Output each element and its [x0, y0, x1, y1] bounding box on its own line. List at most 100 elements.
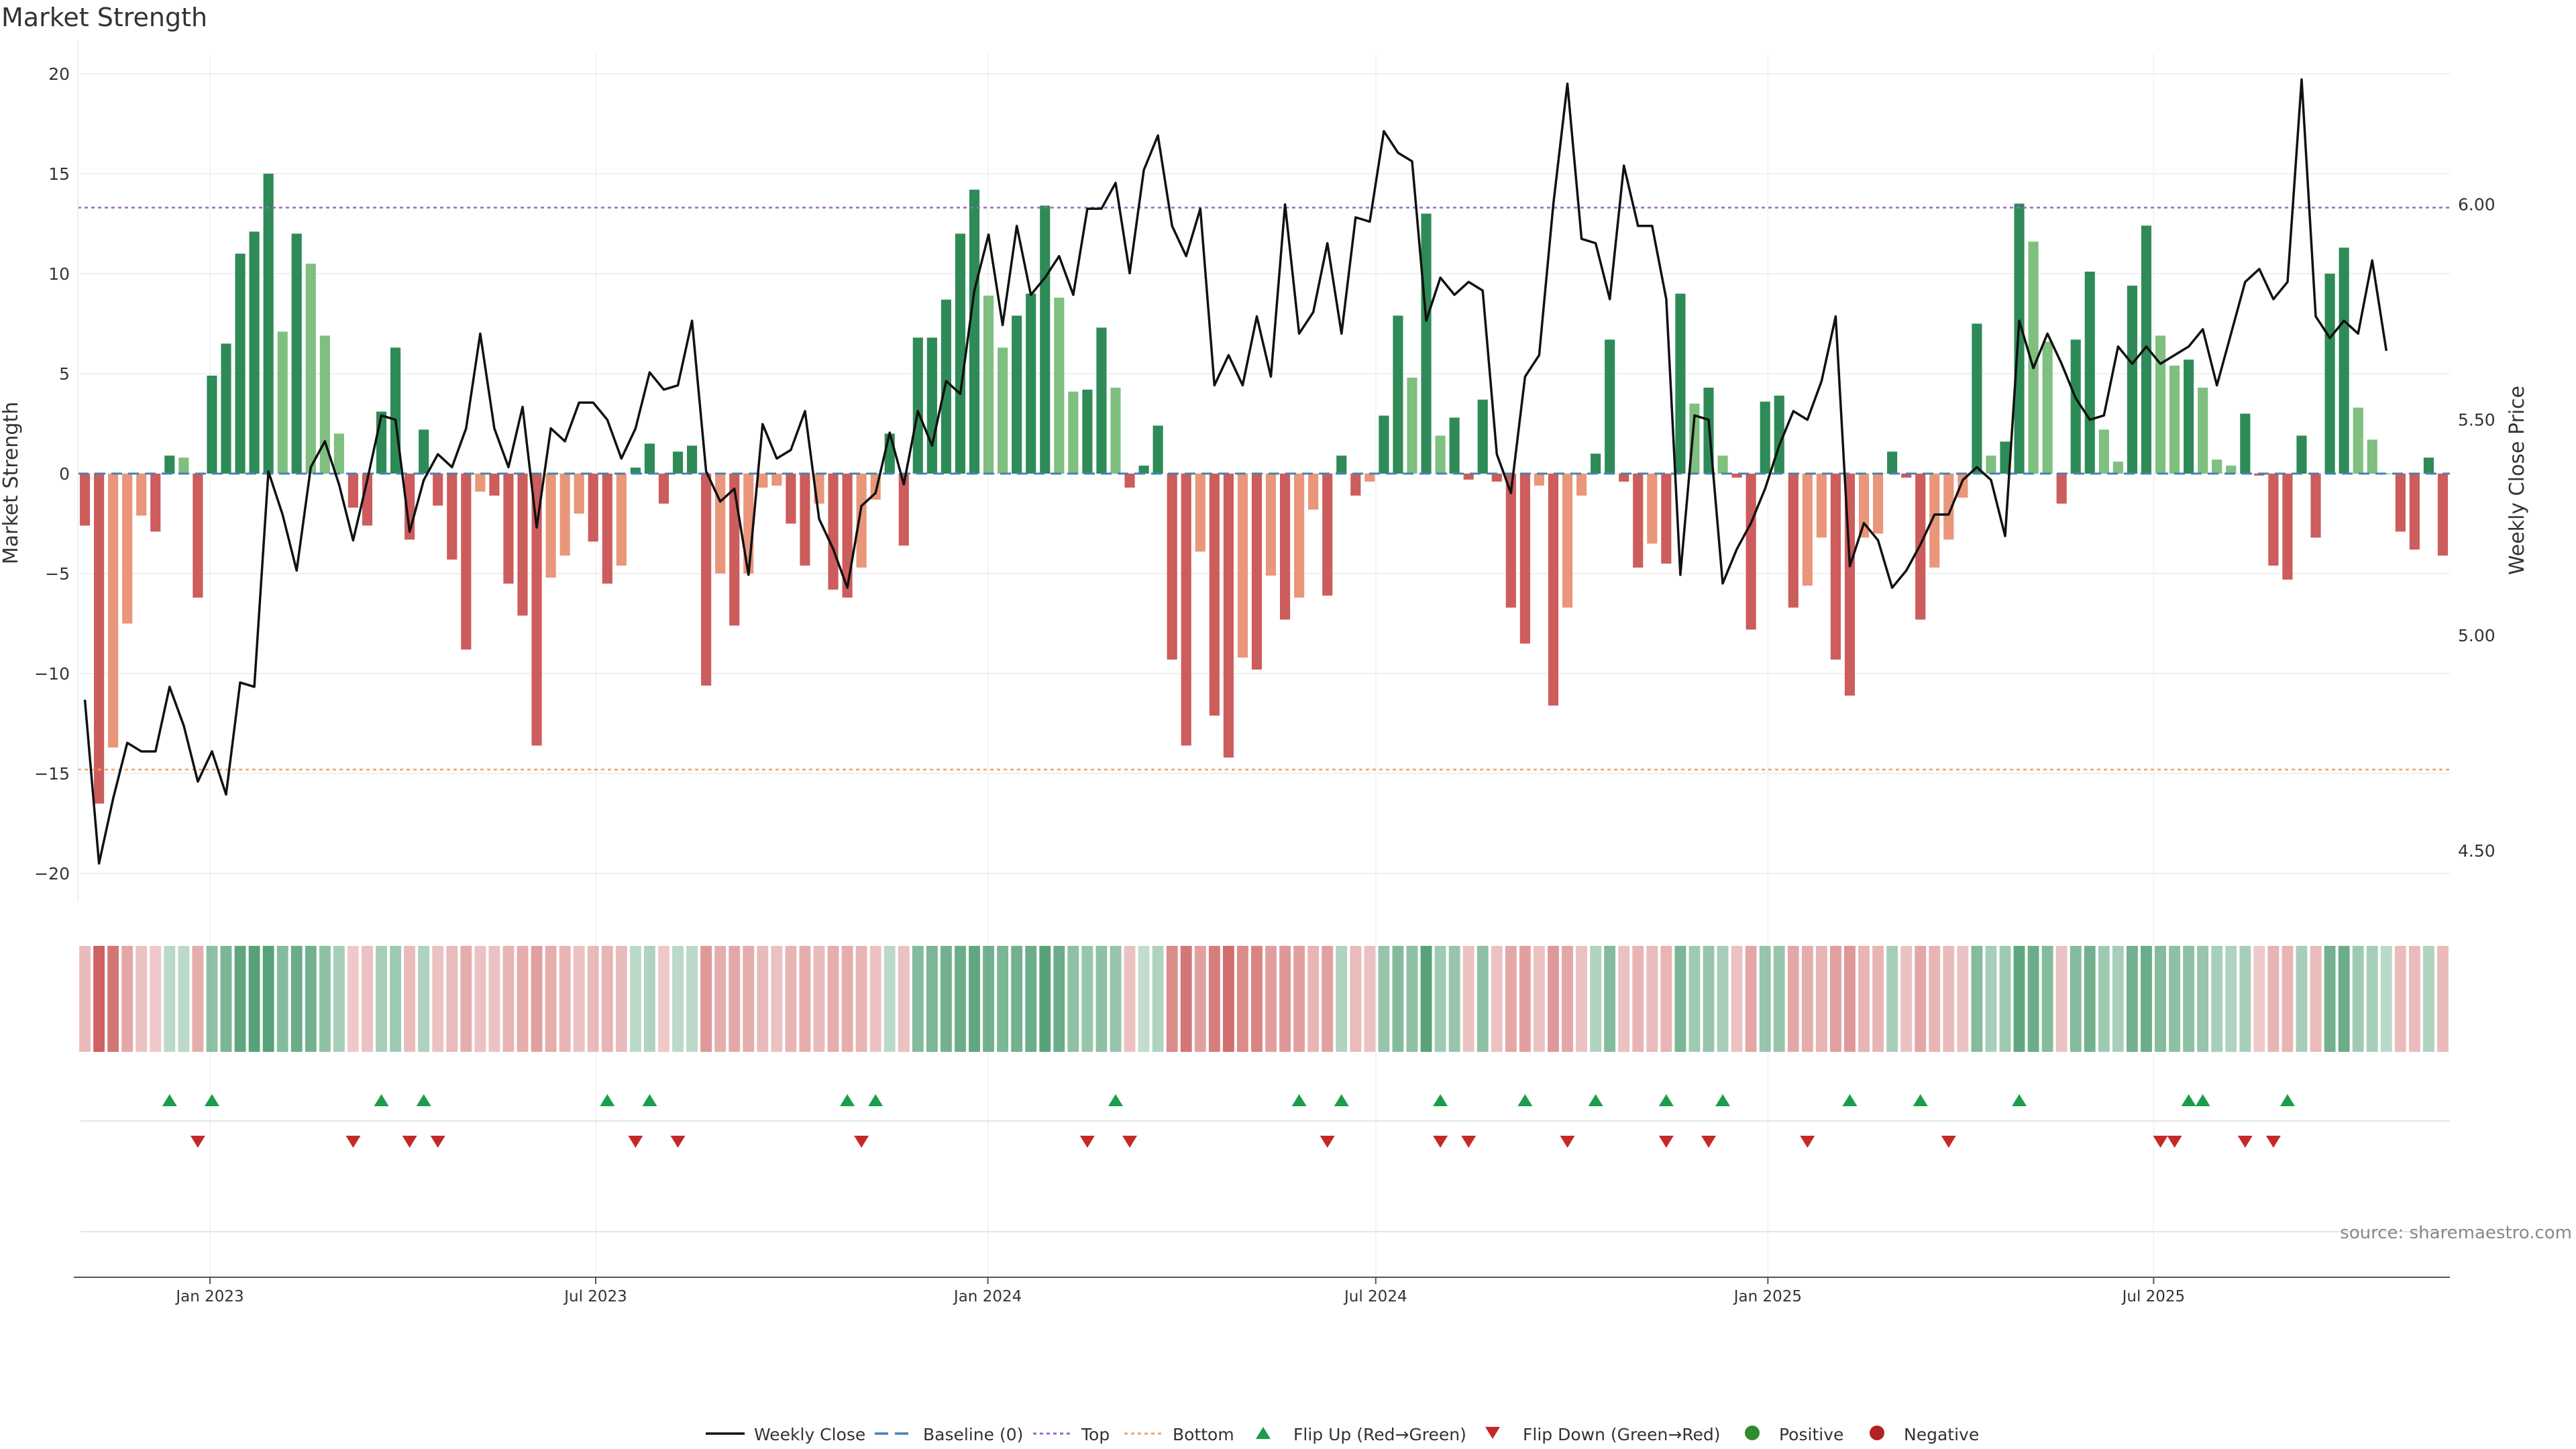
- strength-bar: [2339, 248, 2349, 474]
- right-tick-label: 6.00: [2458, 195, 2496, 215]
- flip-down-marker: [1658, 1136, 1674, 1148]
- heat-cell: [658, 946, 669, 1052]
- heat-cell: [376, 946, 387, 1052]
- left-axis-title: Market Strength: [0, 402, 23, 564]
- strength-bar: [559, 474, 570, 556]
- legend-label-negative: Negative: [1904, 1425, 1979, 1444]
- strength-bar: [1788, 474, 1799, 608]
- flip-down-marker: [628, 1136, 643, 1148]
- heat-cell: [2112, 946, 2124, 1052]
- heat-cell: [629, 946, 641, 1052]
- strength-bar: [1463, 474, 1474, 480]
- strength-bar: [2141, 225, 2152, 474]
- heat-cell: [1039, 946, 1051, 1052]
- strength-bar: [1731, 474, 1742, 478]
- strength-bar: [884, 433, 895, 474]
- right-tick-label: 4.50: [2458, 841, 2496, 861]
- heat-cell: [1717, 946, 1729, 1052]
- strength-bar: [207, 375, 217, 474]
- heat-cell: [2197, 946, 2209, 1052]
- strength-bar: [489, 474, 500, 496]
- flip-down-marker: [402, 1136, 417, 1148]
- heat-cell: [2084, 946, 2096, 1052]
- strength-bar: [1591, 453, 1601, 474]
- heat-cell: [883, 946, 896, 1052]
- strength-bar: [1167, 474, 1177, 660]
- strength-bar: [1308, 474, 1319, 510]
- strength-bar: [1181, 474, 1191, 746]
- heat-cell: [898, 946, 910, 1052]
- strength-bar: [1096, 327, 1107, 474]
- strength-bar: [1605, 339, 1615, 474]
- strength-bar: [2042, 341, 2053, 474]
- chart-title: Market Strength: [1, 3, 208, 32]
- strength-bar: [1661, 474, 1672, 564]
- strength-bar: [2056, 474, 2067, 504]
- heat-cell: [474, 946, 486, 1052]
- strength-bar: [1026, 293, 1036, 474]
- x-tick-label: Jan 2025: [1733, 1288, 1802, 1305]
- heat-cell: [2423, 946, 2434, 1052]
- heat-cell: [2437, 946, 2449, 1052]
- heat-cell: [319, 946, 331, 1052]
- heat-cell: [827, 946, 839, 1052]
- heat-cell: [305, 946, 317, 1052]
- strength-bar: [1279, 474, 1291, 620]
- flip-down-marker: [1320, 1136, 1335, 1148]
- flip-up-marker: [416, 1094, 431, 1106]
- legend-label-positive: Positive: [1779, 1425, 1843, 1444]
- axes: 20 15 10 5 0 −5 −10 −15 −20 6.00 5.50 5.00 4.50 Jan 2…: [0, 40, 2572, 1305]
- strength-bar: [2198, 387, 2208, 474]
- legend: Weekly Close Baseline (0) Top Bottom Flip Up…: [706, 1425, 1979, 1444]
- market-strength-bars: [79, 173, 2449, 804]
- heat-cell: [1999, 946, 2011, 1052]
- strength-bar: [828, 474, 839, 590]
- heat-cell: [2366, 946, 2378, 1052]
- heat-cell: [2282, 946, 2294, 1052]
- x-tick-label: Jan 2024: [953, 1288, 1022, 1305]
- heat-cell: [1110, 946, 1122, 1052]
- flip-down-marker: [430, 1136, 445, 1148]
- heat-cell: [1011, 946, 1023, 1052]
- heat-cell: [1448, 946, 1460, 1052]
- flip-signals: [80, 1094, 2450, 1232]
- flip-up-marker: [1334, 1094, 1349, 1106]
- heat-cell: [1844, 946, 1856, 1052]
- heat-band: [79, 946, 2449, 1052]
- strength-bar: [2296, 435, 2307, 474]
- flip-up-marker: [374, 1094, 389, 1106]
- heat-cell: [1576, 946, 1587, 1052]
- flip-down-marker: [2265, 1136, 2281, 1148]
- strength-bar: [108, 474, 119, 748]
- strength-bar: [1576, 474, 1587, 496]
- strength-bar: [2155, 335, 2166, 474]
- strength-bar: [1138, 466, 1149, 474]
- heat-cell: [1548, 946, 1559, 1052]
- heat-cell: [2027, 946, 2039, 1052]
- strength-bar: [461, 474, 472, 650]
- strength-bar: [447, 474, 458, 560]
- heat-cell: [1731, 946, 1743, 1052]
- heat-cell: [573, 946, 585, 1052]
- heat-cell: [1505, 946, 1517, 1052]
- flip-up-marker: [2012, 1094, 2027, 1106]
- flip-down-marker: [1122, 1136, 1138, 1148]
- strength-bar: [376, 411, 387, 474]
- strength-bar: [122, 474, 133, 624]
- strength-bar: [1152, 425, 1163, 474]
- heat-cell: [446, 946, 458, 1052]
- heat-cell: [2296, 946, 2308, 1052]
- strength-bar: [1901, 474, 1912, 478]
- heat-cell: [2267, 946, 2279, 1052]
- strength-bar: [1957, 474, 1968, 498]
- heat-cell: [1152, 946, 1164, 1052]
- heat-cell: [262, 946, 274, 1052]
- heat-cell: [1830, 946, 1841, 1052]
- heat-cell: [2253, 946, 2265, 1052]
- left-tick-label: 5: [59, 364, 70, 384]
- strength-bar: [1393, 315, 1403, 474]
- strength-bar: [1237, 474, 1248, 658]
- flip-up-marker: [1108, 1094, 1123, 1106]
- heat-cell: [2352, 946, 2364, 1052]
- heat-cell: [2155, 946, 2166, 1052]
